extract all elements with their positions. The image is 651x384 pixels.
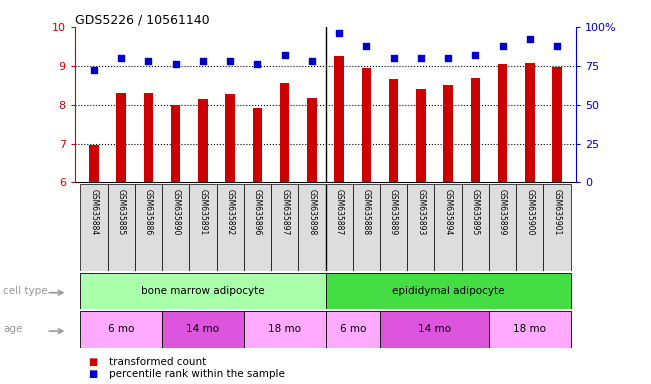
Point	[171, 61, 181, 67]
Bar	[162, 184, 189, 271]
Bar	[326, 184, 353, 271]
Point	[252, 61, 262, 67]
Text: GSM635896: GSM635896	[253, 189, 262, 235]
Bar	[135, 184, 162, 271]
Point	[497, 43, 508, 49]
Bar	[380, 311, 489, 348]
Text: GSM635898: GSM635898	[307, 189, 316, 235]
Bar	[217, 184, 243, 271]
Text: GSM635886: GSM635886	[144, 189, 153, 235]
Bar	[489, 311, 571, 348]
Text: ■: ■	[88, 369, 97, 379]
Bar	[361, 68, 371, 182]
Bar	[107, 184, 135, 271]
Text: 6 mo: 6 mo	[340, 324, 366, 334]
Bar	[80, 273, 326, 309]
Bar	[326, 311, 380, 348]
Text: percentile rank within the sample: percentile rank within the sample	[109, 369, 284, 379]
Text: GSM635897: GSM635897	[280, 189, 289, 235]
Bar	[489, 184, 516, 271]
Bar	[198, 99, 208, 182]
Point	[470, 52, 480, 58]
Point	[334, 30, 344, 36]
Text: GSM635900: GSM635900	[525, 189, 534, 235]
Bar	[189, 184, 217, 271]
Text: GSM635884: GSM635884	[89, 189, 98, 235]
Bar	[271, 184, 298, 271]
Bar	[171, 104, 180, 182]
Text: GSM635894: GSM635894	[443, 189, 452, 235]
Point	[307, 58, 317, 64]
Point	[525, 36, 535, 42]
Bar	[89, 146, 99, 182]
Bar	[462, 184, 489, 271]
Bar	[307, 98, 316, 182]
Text: epididymal adipocyte: epididymal adipocyte	[392, 286, 505, 296]
Text: bone marrow adipocyte: bone marrow adipocyte	[141, 286, 265, 296]
Text: ■: ■	[88, 357, 97, 367]
Text: GSM635888: GSM635888	[362, 189, 371, 235]
Bar	[162, 311, 243, 348]
Point	[443, 55, 453, 61]
Bar	[443, 85, 453, 182]
Text: GDS5226 / 10561140: GDS5226 / 10561140	[75, 13, 210, 26]
Text: 14 mo: 14 mo	[418, 324, 451, 334]
Bar	[80, 311, 162, 348]
Bar	[498, 64, 507, 182]
Text: GSM635887: GSM635887	[335, 189, 344, 235]
Point	[361, 43, 372, 49]
Text: GSM635889: GSM635889	[389, 189, 398, 235]
Point	[143, 58, 154, 64]
Point	[116, 55, 126, 61]
Point	[198, 58, 208, 64]
Bar	[243, 311, 326, 348]
Text: GSM635892: GSM635892	[226, 189, 234, 235]
Bar	[380, 184, 408, 271]
Bar	[326, 273, 571, 309]
Point	[415, 55, 426, 61]
Bar	[253, 108, 262, 182]
Bar	[525, 63, 534, 182]
Text: cell type: cell type	[3, 286, 48, 296]
Point	[225, 58, 236, 64]
Bar	[544, 184, 571, 271]
Bar	[225, 94, 235, 182]
Text: transformed count: transformed count	[109, 357, 206, 367]
Text: GSM635891: GSM635891	[199, 189, 208, 235]
Text: GSM635899: GSM635899	[498, 189, 507, 235]
Bar	[389, 79, 398, 182]
Bar	[516, 184, 544, 271]
Point	[552, 43, 562, 49]
Bar	[335, 56, 344, 182]
Bar	[243, 184, 271, 271]
Bar	[434, 184, 462, 271]
Text: 18 mo: 18 mo	[514, 324, 546, 334]
Text: GSM635901: GSM635901	[553, 189, 562, 235]
Bar	[353, 184, 380, 271]
Text: 6 mo: 6 mo	[108, 324, 134, 334]
Bar	[552, 66, 562, 182]
Text: age: age	[3, 324, 23, 334]
Text: GSM635885: GSM635885	[117, 189, 126, 235]
Bar	[280, 83, 290, 182]
Text: 18 mo: 18 mo	[268, 324, 301, 334]
Text: 14 mo: 14 mo	[186, 324, 219, 334]
Bar	[408, 184, 434, 271]
Bar	[471, 78, 480, 182]
Point	[89, 67, 99, 73]
Bar	[117, 93, 126, 182]
Text: GSM635895: GSM635895	[471, 189, 480, 235]
Text: GSM635890: GSM635890	[171, 189, 180, 235]
Point	[279, 52, 290, 58]
Point	[389, 55, 399, 61]
Bar	[298, 184, 326, 271]
Bar	[80, 184, 107, 271]
Bar	[144, 93, 153, 182]
Text: GSM635893: GSM635893	[417, 189, 425, 235]
Bar	[416, 89, 426, 182]
